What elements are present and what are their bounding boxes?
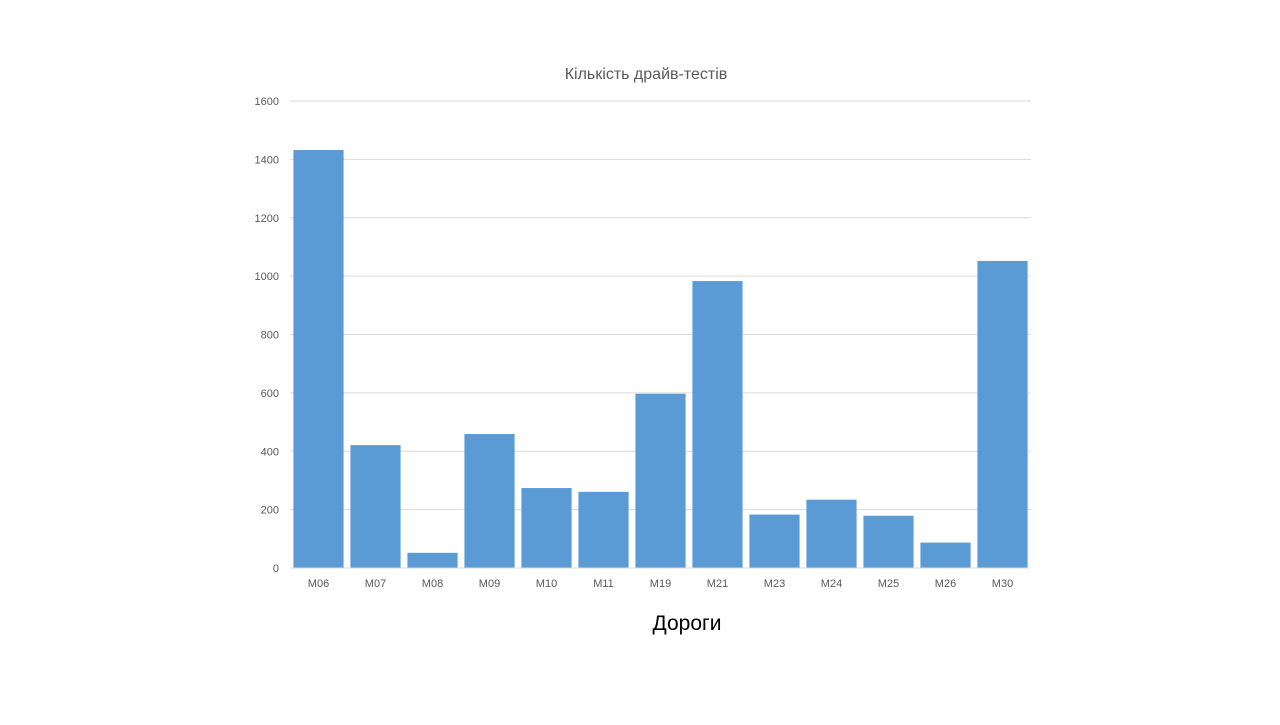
y-tick-label: 400 — [261, 446, 279, 458]
bar-m21 — [692, 281, 743, 568]
bar-m11 — [578, 491, 629, 568]
bar-m19 — [635, 393, 686, 568]
y-tick-label: 1600 — [255, 96, 279, 108]
x-tick-label: M23 — [764, 578, 785, 590]
x-tick-label: M25 — [878, 578, 899, 590]
bars — [293, 150, 1028, 568]
bar-m24 — [806, 499, 857, 568]
x-tick-label: M26 — [935, 578, 956, 590]
y-tick-label: 200 — [261, 505, 279, 517]
x-tick-label: M21 — [707, 578, 728, 590]
x-tick-label: M07 — [365, 578, 386, 590]
y-tick-label: 600 — [261, 388, 279, 400]
bar-m06 — [293, 150, 344, 568]
bar-m23 — [749, 514, 800, 568]
x-tick-label: M11 — [593, 578, 614, 590]
x-tick-label: M09 — [479, 578, 500, 590]
x-axis-ticks: M06 M07 M08 M09 M10 M11 M19 M21 M23 M24 M25 M26 M30 — [308, 578, 1013, 590]
x-tick-label: M19 — [650, 578, 671, 590]
x-axis-label: Дороги — [653, 612, 722, 635]
y-tick-label: 0 — [273, 563, 279, 575]
x-tick-label: M08 — [422, 578, 443, 590]
y-tick-label: 1400 — [255, 154, 279, 166]
bar-m08 — [407, 552, 458, 568]
x-tick-label: M30 — [992, 578, 1013, 590]
bar-m10 — [521, 488, 572, 568]
grid-lines — [290, 100, 1031, 511]
bar-m30 — [977, 260, 1028, 568]
y-tick-label: 1200 — [255, 213, 279, 225]
bar-m09 — [464, 434, 515, 568]
y-axis-ticks: 0 200 400 600 800 1000 1200 1400 1600 — [255, 96, 279, 575]
bar-m26 — [920, 542, 971, 568]
x-tick-label: M10 — [536, 578, 557, 590]
bar-m25 — [863, 515, 914, 568]
chart-title: Кількість драйв-тестів — [565, 66, 728, 83]
x-tick-label: M24 — [821, 578, 842, 590]
x-tick-label: M06 — [308, 578, 329, 590]
bar-m07 — [350, 445, 401, 568]
y-tick-label: 1000 — [255, 271, 279, 283]
y-tick-label: 800 — [261, 330, 279, 342]
